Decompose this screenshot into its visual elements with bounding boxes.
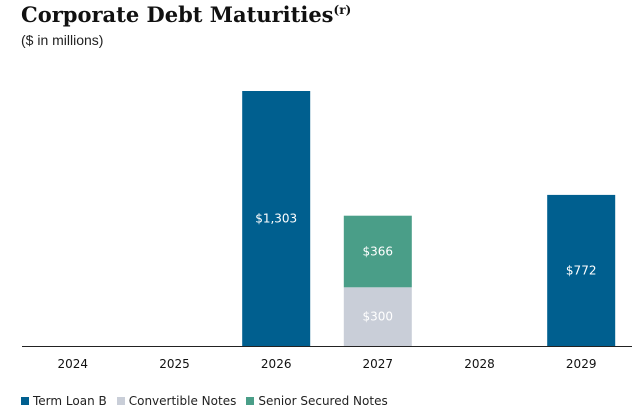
legend-item-0: Term Loan B bbox=[21, 394, 107, 408]
legend-swatch-2 bbox=[246, 397, 255, 405]
legend-label-0: Term Loan B bbox=[33, 394, 107, 408]
data-label-2027-series-1: $300 bbox=[363, 310, 394, 324]
legend-swatch-0 bbox=[21, 397, 29, 405]
chart-title-superscript: (r) bbox=[333, 3, 352, 17]
data-label-2026-series-0: $1,303 bbox=[255, 212, 297, 226]
chart-subtitle: ($ in millions) bbox=[21, 32, 104, 48]
bar-2027-series-1 bbox=[343, 287, 412, 346]
bar-2027-series-2 bbox=[343, 215, 412, 288]
legend-swatch-1 bbox=[116, 397, 125, 405]
legend-item-2: Senior Secured Notes bbox=[246, 394, 388, 408]
chart-title-text: Corporate Debt Maturities bbox=[21, 2, 334, 27]
bar-2029-series-0 bbox=[547, 194, 616, 346]
x-tick-label-2028: 2028 bbox=[464, 357, 495, 371]
chart-title: Corporate Debt Maturities(r) bbox=[21, 2, 351, 27]
x-tick-label-2027: 2027 bbox=[363, 357, 394, 371]
bar-2026-series-0 bbox=[242, 91, 311, 346]
legend-item-1: Convertible Notes bbox=[116, 394, 237, 408]
legend-label-2: Senior Secured Notes bbox=[258, 394, 388, 408]
data-label-2027-series-2: $366 bbox=[363, 245, 394, 259]
chart-legend: Term Loan B Convertible Notes Senior Secur… bbox=[21, 394, 398, 408]
legend-label-1: Convertible Notes bbox=[128, 394, 237, 408]
data-label-2029-series-0: $772 bbox=[566, 264, 597, 278]
x-tick-label-2024: 2024 bbox=[58, 357, 89, 371]
x-tick-label-2025: 2025 bbox=[159, 357, 190, 371]
x-tick-label-2026: 2026 bbox=[261, 357, 292, 371]
x-tick-label-2029: 2029 bbox=[566, 357, 597, 371]
